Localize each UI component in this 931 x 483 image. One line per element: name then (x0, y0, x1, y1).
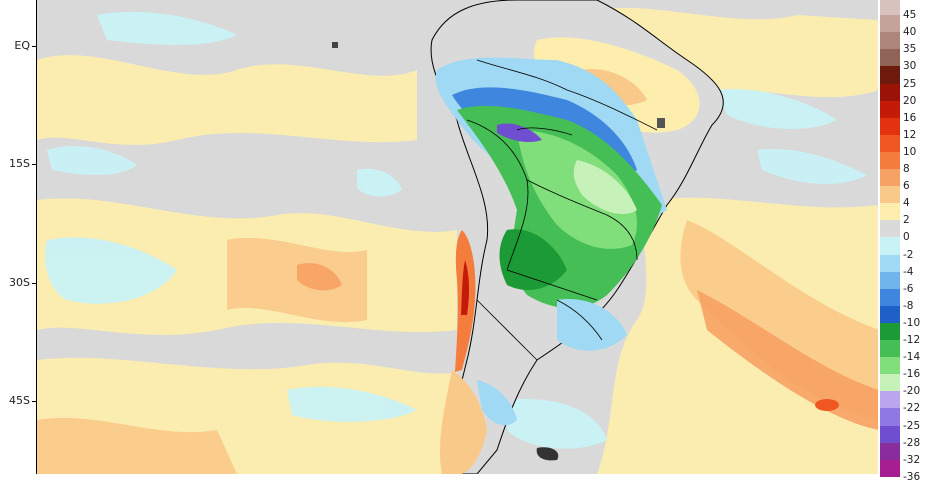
legend-swatch (880, 288, 900, 307)
legend-swatch (880, 100, 900, 119)
legend-swatch (880, 0, 900, 16)
legend-label: -25 (903, 419, 921, 432)
legend-swatch (880, 271, 900, 290)
legend-swatch (880, 391, 900, 409)
falkland-islands (536, 447, 559, 461)
legend-swatch (880, 442, 900, 461)
legend-swatch (880, 186, 900, 204)
legend-swatch (880, 134, 900, 153)
galapagos-islands (332, 42, 338, 48)
legend-swatch (880, 32, 900, 50)
cold-anomaly-patches (45, 11, 867, 449)
legend-label: 12 (903, 128, 917, 141)
legend-swatch (880, 459, 900, 478)
legend-swatch (880, 117, 900, 136)
max-warm-spot (815, 399, 839, 411)
legend-label: 16 (903, 111, 917, 124)
country-borders (466, 59, 658, 361)
legend-label: -22 (903, 402, 921, 415)
legend-label: -2 (903, 248, 914, 261)
lat-label-45s: 45S (9, 394, 30, 407)
legend-label: 8 (903, 163, 910, 175)
legend-label: -16 (903, 368, 921, 381)
legend-swatch (880, 66, 900, 84)
legend-swatch (880, 49, 900, 67)
legend-label: -28 (903, 436, 921, 449)
legend-swatch (880, 408, 900, 426)
lat-label-eq: EQ (14, 39, 30, 52)
lat-tick-45s (32, 401, 36, 402)
legend-label: 2 (903, 214, 910, 227)
legend-swatch (880, 322, 900, 341)
legend-label: -6 (903, 282, 914, 295)
lat-tick-eq (32, 46, 36, 47)
lat-tick-30s (32, 283, 36, 284)
legend-label: 20 (903, 94, 917, 107)
legend-swatch (880, 15, 900, 33)
legend-swatch (880, 169, 900, 187)
legend-label: 6 (903, 180, 910, 193)
map-canvas (37, 0, 878, 474)
south-america (430, 0, 724, 474)
legend-swatch (880, 203, 900, 221)
legend-swatch (880, 305, 900, 324)
legend-label: 25 (903, 77, 917, 90)
legend-label: -10 (903, 316, 921, 329)
legend-swatch (880, 220, 900, 238)
lat-label-30s: 30S (9, 276, 30, 289)
legend-swatch (880, 425, 900, 444)
legend-label: -36 (903, 470, 921, 483)
latitude-axis: EQ 15S 30S 45S (0, 0, 36, 474)
legend-swatch (880, 374, 900, 392)
color-legend: 45 40 35 30 25 20 16 12 10 8 6 4 2 0 -2 -4 -6 -8 -10 -12 -14… (880, 0, 931, 483)
legend-label: 0 (903, 231, 910, 244)
legend-label: 40 (903, 26, 917, 39)
legend-label: 45 (903, 9, 917, 22)
legend-label: -14 (903, 351, 921, 364)
legend-label: 4 (903, 197, 910, 210)
anomaly-map[interactable] (36, 0, 878, 474)
lat-tick-15s (32, 164, 36, 165)
legend-label: -8 (903, 299, 914, 312)
legend-swatch (880, 254, 900, 273)
legend-swatch (880, 83, 900, 102)
legend-label: -20 (903, 385, 921, 398)
legend-swatch (880, 237, 900, 255)
legend-label: 10 (903, 145, 917, 158)
legend-label: -4 (903, 265, 914, 278)
legend-swatch (880, 151, 900, 170)
hot-anomaly-streak (297, 262, 878, 430)
legend-swatch (880, 357, 900, 375)
legend-label: -32 (903, 453, 921, 466)
legend-swatch (880, 340, 900, 358)
legend-label: 35 (903, 43, 917, 56)
legend-label: -12 (903, 334, 921, 346)
lat-label-15s: 15S (9, 157, 30, 170)
coastal-island (657, 118, 665, 128)
legend-label: 30 (903, 60, 917, 73)
